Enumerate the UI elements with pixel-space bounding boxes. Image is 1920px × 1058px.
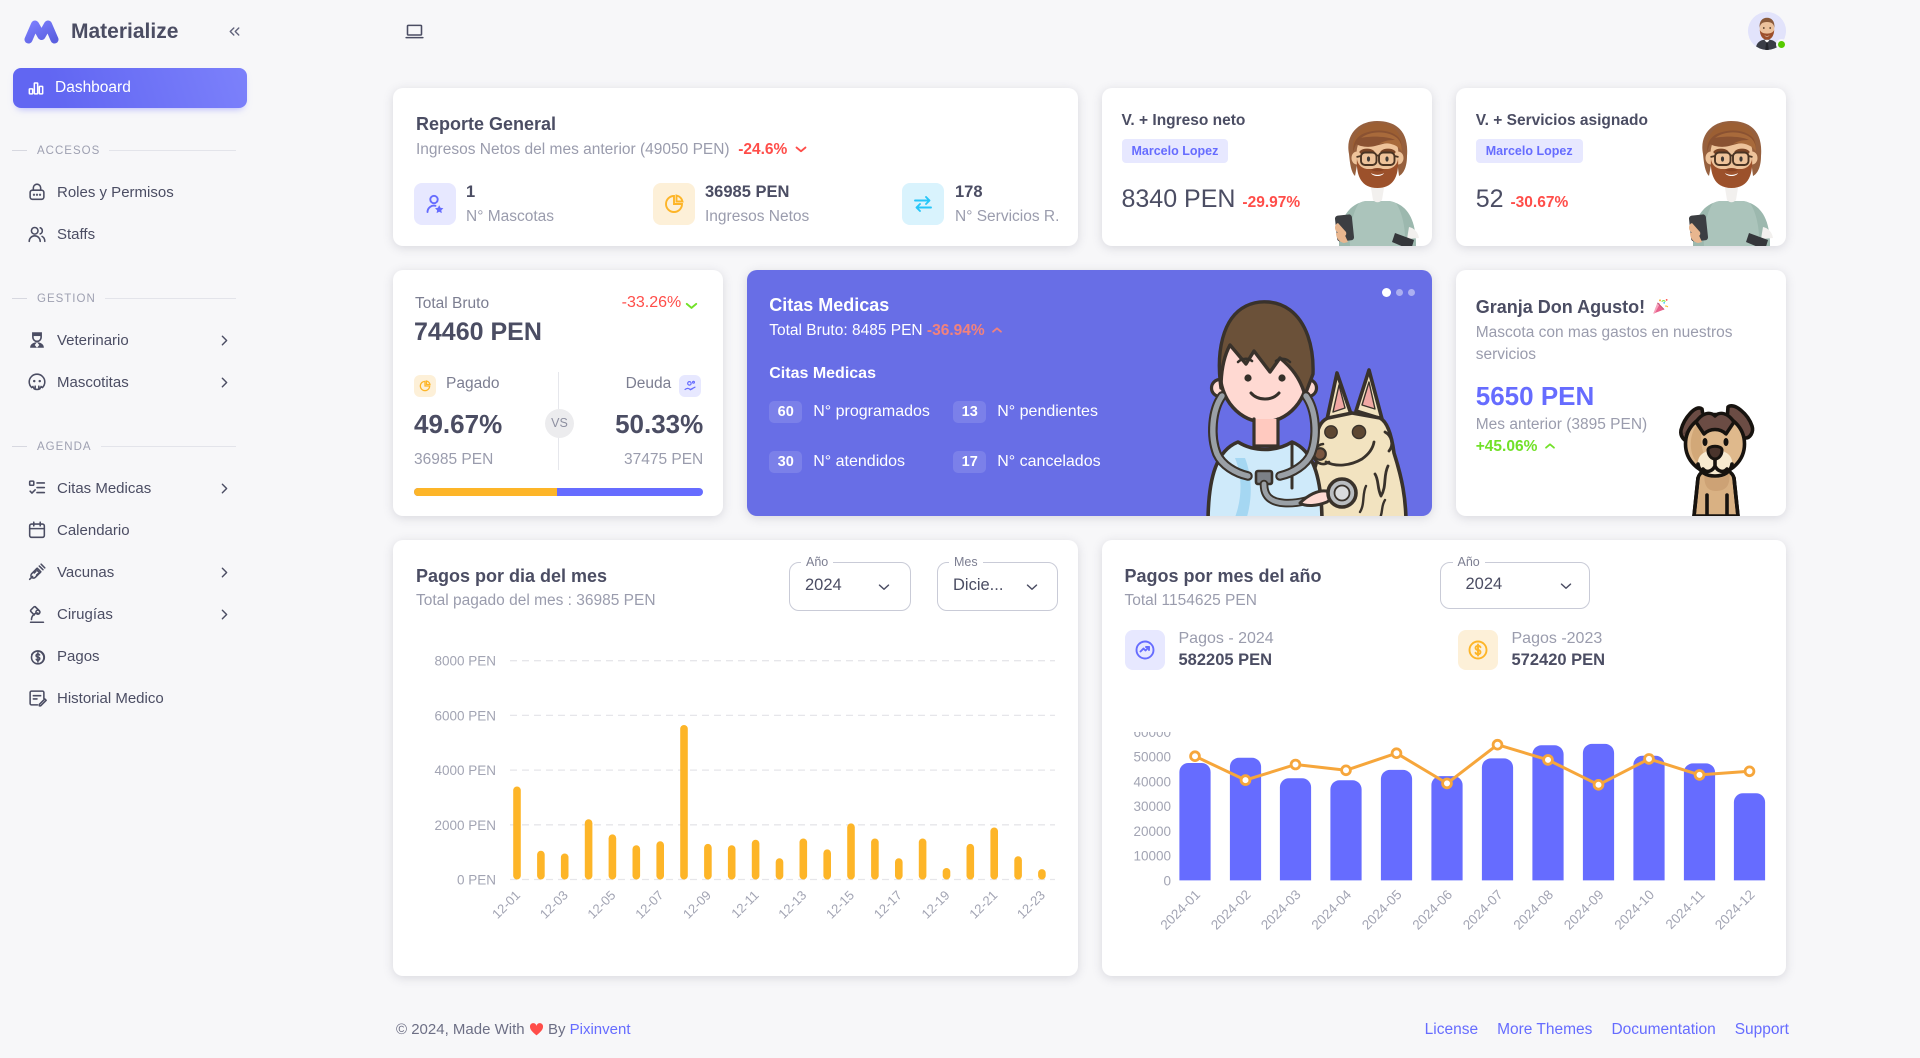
svg-text:12-19: 12-19 <box>919 888 953 922</box>
svg-text:2024-03: 2024-03 <box>1257 887 1303 933</box>
svg-text:2024-12: 2024-12 <box>1711 887 1757 933</box>
svg-text:2024-05: 2024-05 <box>1358 887 1404 933</box>
svg-text:12-01: 12-01 <box>489 888 523 922</box>
svg-text:0: 0 <box>1163 873 1171 888</box>
svg-text:2024-01: 2024-01 <box>1157 887 1203 933</box>
svg-text:10000: 10000 <box>1133 848 1171 863</box>
svg-text:2024-04: 2024-04 <box>1308 886 1354 932</box>
svg-text:30000: 30000 <box>1133 799 1171 814</box>
svg-text:12-15: 12-15 <box>823 888 857 922</box>
svg-text:12-03: 12-03 <box>537 888 571 922</box>
svg-text:2024-09: 2024-09 <box>1560 887 1606 933</box>
svg-text:60000: 60000 <box>1133 732 1171 740</box>
svg-text:8000 PEN: 8000 PEN <box>434 654 496 669</box>
svg-text:12-05: 12-05 <box>584 888 618 922</box>
svg-text:12-07: 12-07 <box>632 888 666 922</box>
svg-text:12-09: 12-09 <box>680 888 714 922</box>
svg-text:12-23: 12-23 <box>1014 888 1048 922</box>
svg-text:4000 PEN: 4000 PEN <box>434 763 496 778</box>
svg-text:50000: 50000 <box>1133 749 1171 764</box>
svg-text:12-17: 12-17 <box>871 888 905 922</box>
svg-text:12-11: 12-11 <box>728 888 761 921</box>
svg-text:12-21: 12-21 <box>966 888 1000 922</box>
svg-text:2024-06: 2024-06 <box>1409 887 1455 933</box>
svg-text:6000 PEN: 6000 PEN <box>434 708 496 723</box>
svg-text:2000 PEN: 2000 PEN <box>434 818 496 833</box>
svg-text:2024-11: 2024-11 <box>1662 887 1707 932</box>
svg-text:2024-10: 2024-10 <box>1611 887 1657 933</box>
svg-text:40000: 40000 <box>1133 774 1171 789</box>
svg-text:2024-08: 2024-08 <box>1510 887 1556 933</box>
svg-text:2024-02: 2024-02 <box>1207 887 1253 933</box>
svg-text:12-13: 12-13 <box>775 888 809 922</box>
svg-text:0 PEN: 0 PEN <box>457 873 496 888</box>
svg-text:2024-07: 2024-07 <box>1459 887 1505 933</box>
svg-text:20000: 20000 <box>1133 823 1171 838</box>
